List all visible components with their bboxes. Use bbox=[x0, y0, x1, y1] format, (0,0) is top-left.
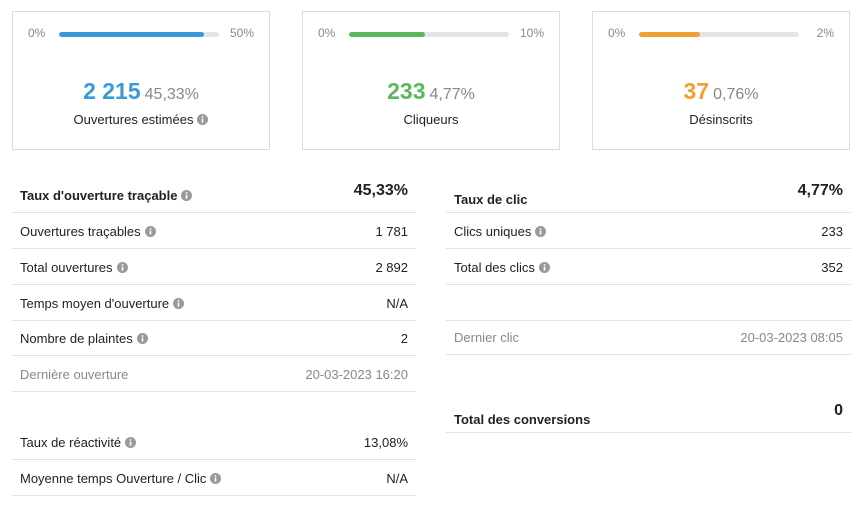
scale-max: 50% bbox=[229, 26, 254, 40]
stat-row: Nombre de plaintes 2 bbox=[12, 321, 416, 356]
label-wrap: Dernier clic bbox=[454, 330, 519, 345]
figure: 233 4,77% bbox=[303, 78, 559, 105]
value: 20-03-2023 16:20 bbox=[305, 366, 408, 382]
count: 2 215 bbox=[83, 78, 141, 104]
value: 45,33% bbox=[353, 182, 408, 199]
value: 4,77% bbox=[797, 182, 843, 199]
stat-row: Dernière ouverture 20-03-2023 16:20 bbox=[12, 357, 416, 392]
info-icon[interactable] bbox=[137, 333, 148, 344]
label: Taux d'ouverture traçable bbox=[20, 187, 178, 203]
value: 0 bbox=[834, 402, 843, 419]
info-icon[interactable] bbox=[125, 437, 136, 448]
header-row: Taux de clic 4,77% bbox=[446, 178, 851, 213]
scale-min: 0% bbox=[28, 26, 46, 40]
stat-row: Clics uniques 233 bbox=[446, 214, 851, 249]
label-wrap: Clics uniques bbox=[454, 224, 546, 239]
info-icon[interactable] bbox=[117, 262, 128, 273]
info-icon[interactable] bbox=[210, 473, 221, 484]
stat-row: Total ouvertures 2 892 bbox=[12, 250, 416, 285]
label-wrap: Nombre de plaintes bbox=[20, 331, 148, 346]
scale-min: 0% bbox=[608, 26, 626, 40]
stat-row: Temps moyen d'ouverture N/A bbox=[12, 286, 416, 321]
progress-fill bbox=[349, 32, 426, 37]
progress-fill bbox=[59, 32, 205, 37]
label-wrap: Ouvertures traçables bbox=[20, 224, 156, 239]
stat-row: Moyenne temps Ouverture / Clic N/A bbox=[12, 461, 416, 496]
count: 233 bbox=[387, 78, 426, 104]
card-label: Cliqueurs bbox=[303, 112, 559, 127]
info-icon[interactable] bbox=[173, 298, 184, 309]
value: 2 892 bbox=[375, 259, 408, 275]
label: Temps moyen d'ouverture bbox=[20, 295, 170, 311]
info-icon[interactable] bbox=[539, 262, 550, 273]
label-wrap: Temps moyen d'ouverture bbox=[20, 296, 184, 311]
progress-track bbox=[639, 32, 799, 37]
value: N/A bbox=[386, 470, 408, 486]
label: Total ouvertures bbox=[20, 259, 113, 275]
stat-row: Total des clics 352 bbox=[446, 250, 851, 285]
stat-row: Taux de réactivité 13,08% bbox=[12, 425, 416, 460]
label: Total des conversions bbox=[454, 411, 591, 427]
label: Dernier clic bbox=[454, 330, 520, 345]
label: Nombre de plaintes bbox=[20, 330, 133, 346]
label: Moyenne temps Ouverture / Clic bbox=[20, 470, 207, 486]
stat-card: 0% 50% 2 215 45,33% Ouvertures estimées bbox=[12, 11, 270, 150]
stat-card: 0% 10% 233 4,77% Cliqueurs bbox=[302, 11, 560, 150]
value: N/A bbox=[386, 295, 408, 311]
rate: 4,77% bbox=[429, 86, 475, 103]
label-wrap: Moyenne temps Ouverture / Clic bbox=[20, 471, 221, 486]
label-wrap: Total des clics bbox=[454, 260, 550, 275]
figure: 37 0,76% bbox=[593, 78, 849, 105]
value: 13,08% bbox=[363, 434, 408, 450]
figure: 2 215 45,33% bbox=[13, 78, 269, 105]
label: Désinscrits bbox=[689, 112, 753, 127]
info-icon[interactable] bbox=[181, 190, 192, 201]
value: 233 bbox=[821, 223, 843, 239]
info-icon[interactable] bbox=[197, 114, 208, 125]
info-icon[interactable] bbox=[535, 226, 546, 237]
value: 352 bbox=[821, 259, 843, 275]
label-wrap: Dernière ouverture bbox=[20, 367, 128, 382]
count: 37 bbox=[683, 78, 710, 104]
rate: 0,76% bbox=[713, 86, 759, 103]
scale-max: 2% bbox=[816, 26, 834, 40]
card-label: Ouvertures estimées bbox=[13, 112, 269, 127]
value: 20-03-2023 08:05 bbox=[740, 330, 843, 345]
label: Taux de réactivité bbox=[20, 434, 122, 450]
label: Ouvertures traçables bbox=[20, 223, 141, 239]
scale-max: 10% bbox=[519, 26, 544, 40]
scale-min: 0% bbox=[318, 26, 336, 40]
stat-card: 0% 2% 37 0,76% Désinscrits bbox=[592, 11, 850, 150]
label: Clics uniques bbox=[454, 223, 532, 239]
stat-row: Dernier clic 20-03-2023 08:05 bbox=[446, 320, 851, 355]
value: 2 bbox=[400, 330, 408, 346]
label-wrap: Total ouvertures bbox=[20, 260, 128, 275]
label: Total des clics bbox=[454, 259, 535, 275]
header-row: Taux d'ouverture traçable 45,33% bbox=[12, 178, 416, 213]
label: Taux de clic bbox=[454, 191, 528, 207]
label: Ouvertures estimées bbox=[73, 112, 194, 127]
label: Dernière ouverture bbox=[20, 366, 129, 382]
value: 1 781 bbox=[375, 223, 408, 239]
label: Cliqueurs bbox=[403, 112, 459, 127]
label-wrap: Taux de réactivité bbox=[20, 435, 136, 450]
progress-track bbox=[349, 32, 509, 37]
stat-row: Ouvertures traçables 1 781 bbox=[12, 214, 416, 249]
info-icon[interactable] bbox=[145, 226, 156, 237]
header-row: Total des conversions 0 bbox=[446, 398, 851, 433]
progress-track bbox=[59, 32, 219, 37]
progress-fill bbox=[639, 32, 700, 37]
rate: 45,33% bbox=[144, 86, 199, 103]
card-label: Désinscrits bbox=[593, 112, 849, 127]
